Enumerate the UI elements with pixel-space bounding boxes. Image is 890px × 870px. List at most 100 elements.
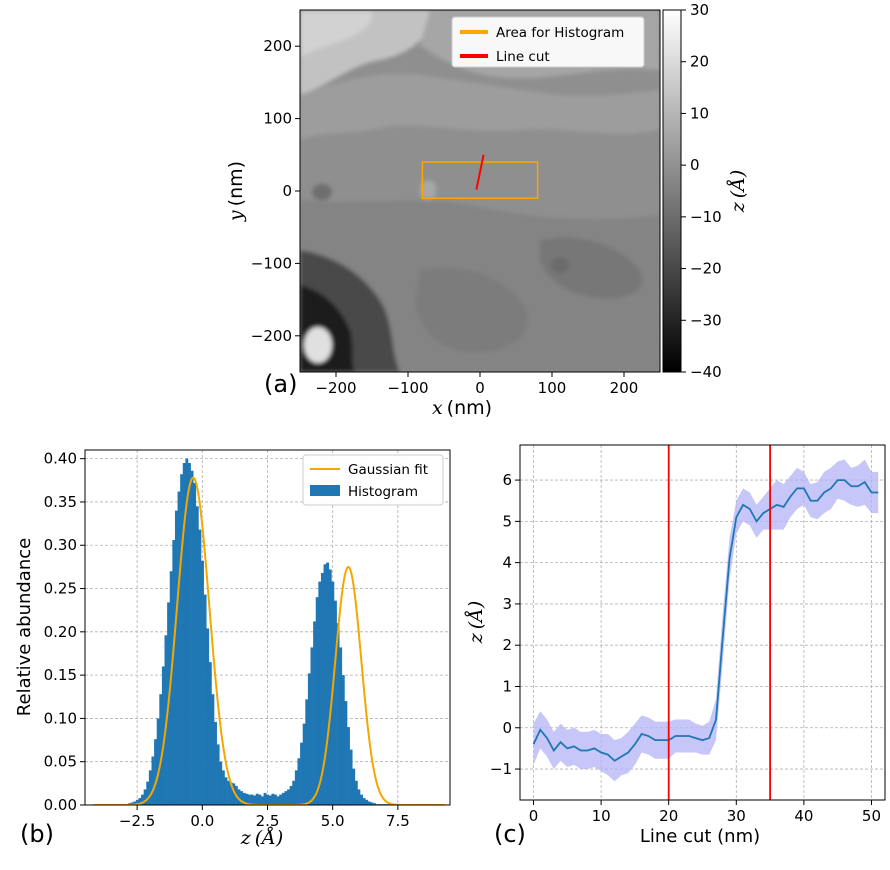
histogram-bar [347, 727, 350, 805]
legend-gaussian-fit-label: Gaussian fit [348, 462, 428, 478]
y-tick-label: 0.40 [44, 450, 77, 468]
histogram-bar [156, 718, 160, 805]
y-tick-label: 0.10 [44, 709, 77, 727]
x-tick-label: 100 [538, 379, 567, 397]
histogram-bar [177, 491, 181, 805]
histogram-bar [328, 569, 332, 805]
histogram-bar [138, 798, 142, 805]
x-tick-label: 20 [659, 807, 678, 825]
panel-c-y-axis: −1 0 1 2 3 4 5 6 [490, 471, 520, 778]
histogram-bar [161, 666, 165, 805]
colorbar-label: z(Å) [727, 170, 749, 214]
panel-b-x-label: z (Å) [240, 827, 284, 849]
panel-c-y-label: z(Å) [465, 601, 487, 645]
colorbar-tick-label: −30 [690, 311, 722, 329]
histogram-bar [203, 594, 207, 805]
histogram-bar [143, 789, 147, 805]
panel-a-colorbar: −40 −30 −20 −10 0 10 20 30 z(Å) [662, 1, 749, 381]
line-cut-segment [475, 154, 485, 190]
histogram-bar [154, 739, 157, 805]
histogram-bar [313, 621, 317, 805]
histogram-bar [318, 581, 322, 805]
histogram-bar [221, 770, 225, 805]
colorbar-tick-label: −10 [690, 208, 722, 226]
histogram-bar [195, 506, 199, 805]
y-tick-label: 200 [263, 37, 292, 55]
x-tick-label: 0.0 [190, 812, 214, 830]
line-cut-profile [532, 479, 879, 762]
histogram-bar [263, 792, 267, 805]
histogram-bar [198, 529, 202, 805]
y-tick-label: 6 [502, 471, 512, 489]
legend-histogram-area-label: Area for Histogram [496, 25, 624, 41]
uncertainty-band [533, 459, 879, 782]
histogram-bar [260, 796, 264, 805]
histogram-bar [279, 794, 283, 805]
legend-line-cut-label: Line cut [496, 49, 550, 65]
y-tick-label: 3 [502, 595, 512, 613]
y-tick-label: 0.05 [44, 753, 77, 771]
x-tick-label: 2.5 [256, 812, 280, 830]
histogram-bar [193, 482, 197, 805]
panel-c-frame [519, 444, 886, 801]
histogram-bar [268, 795, 272, 805]
legend-histogram-swatch [310, 485, 340, 496]
histogram-bar [362, 798, 366, 805]
x-tick-label: −100 [387, 379, 428, 397]
histogram-bar [354, 780, 358, 805]
histogram-bar [287, 789, 290, 805]
histogram-bar [229, 782, 233, 805]
histogram-bar [281, 792, 285, 805]
panel-b-y-axis: 0.00 0.05 0.10 0.15 0.20 0.25 0.30 0.35 0.40 [44, 450, 85, 814]
histogram-bar [216, 744, 220, 805]
topography-image [300, 10, 660, 372]
step-marker-lines [667, 445, 771, 800]
colorbar-ticks: −40 −30 −20 −10 0 10 20 30 [681, 1, 722, 381]
legend-histogram-label: Histogram [348, 484, 418, 500]
histogram-bar [172, 540, 176, 805]
y-tick-label: 100 [263, 110, 292, 128]
y-tick-label: 4 [502, 554, 512, 572]
histogram-bar [302, 723, 306, 805]
x-tick-label: 7.5 [386, 812, 410, 830]
colorbar-tick-label: 10 [690, 104, 709, 122]
panel-c-letter: (c) [494, 820, 526, 848]
histogram-bar [274, 794, 277, 805]
panel-b-histogram: −2.5 0.0 2.5 5.0 7.5 0.00 0.05 0.10 0.15 0.20 0.2… [14, 449, 451, 849]
histogram-bar [224, 777, 228, 805]
x-tick-label: 0 [475, 379, 485, 397]
x-tick-label: 10 [592, 807, 611, 825]
histogram-bar [190, 470, 194, 805]
histogram-bar [352, 768, 356, 805]
histogram-area-rectangle [421, 161, 539, 199]
colorbar-tick-label: 0 [690, 156, 700, 174]
histogram-bar [219, 761, 223, 805]
y-tick-label: 0.15 [44, 666, 77, 684]
histogram-bar [271, 793, 275, 805]
histogram-bar [159, 694, 163, 805]
histogram-bar [133, 801, 137, 805]
histogram-bar [333, 600, 337, 805]
panel-a-x-axis: −200 −100 0 100 200 [315, 372, 638, 397]
histogram-bar [300, 742, 303, 805]
histogram-bar [130, 802, 134, 805]
histogram-bar [367, 801, 371, 805]
panel-b-x-axis: −2.5 0.0 2.5 5.0 7.5 [119, 805, 410, 830]
colorbar-tick-label: −20 [690, 260, 722, 278]
x-tick-label: 0 [529, 807, 539, 825]
panel-b-legend: Gaussian fit Histogram [302, 454, 444, 506]
histogram-bar [341, 675, 345, 805]
histogram-bar [292, 780, 296, 805]
panel-b-y-label: Relative abundance [14, 538, 35, 716]
histogram-bar [185, 458, 189, 805]
histogram-bar [201, 560, 204, 805]
y-tick-label: 1 [502, 677, 512, 695]
y-tick-label: 0.30 [44, 536, 77, 554]
histogram-bar [253, 795, 257, 805]
histogram-bar [320, 572, 324, 805]
y-tick-label: 0.35 [44, 493, 77, 511]
histogram-bar [349, 749, 353, 805]
x-tick-label: 5.0 [321, 812, 345, 830]
